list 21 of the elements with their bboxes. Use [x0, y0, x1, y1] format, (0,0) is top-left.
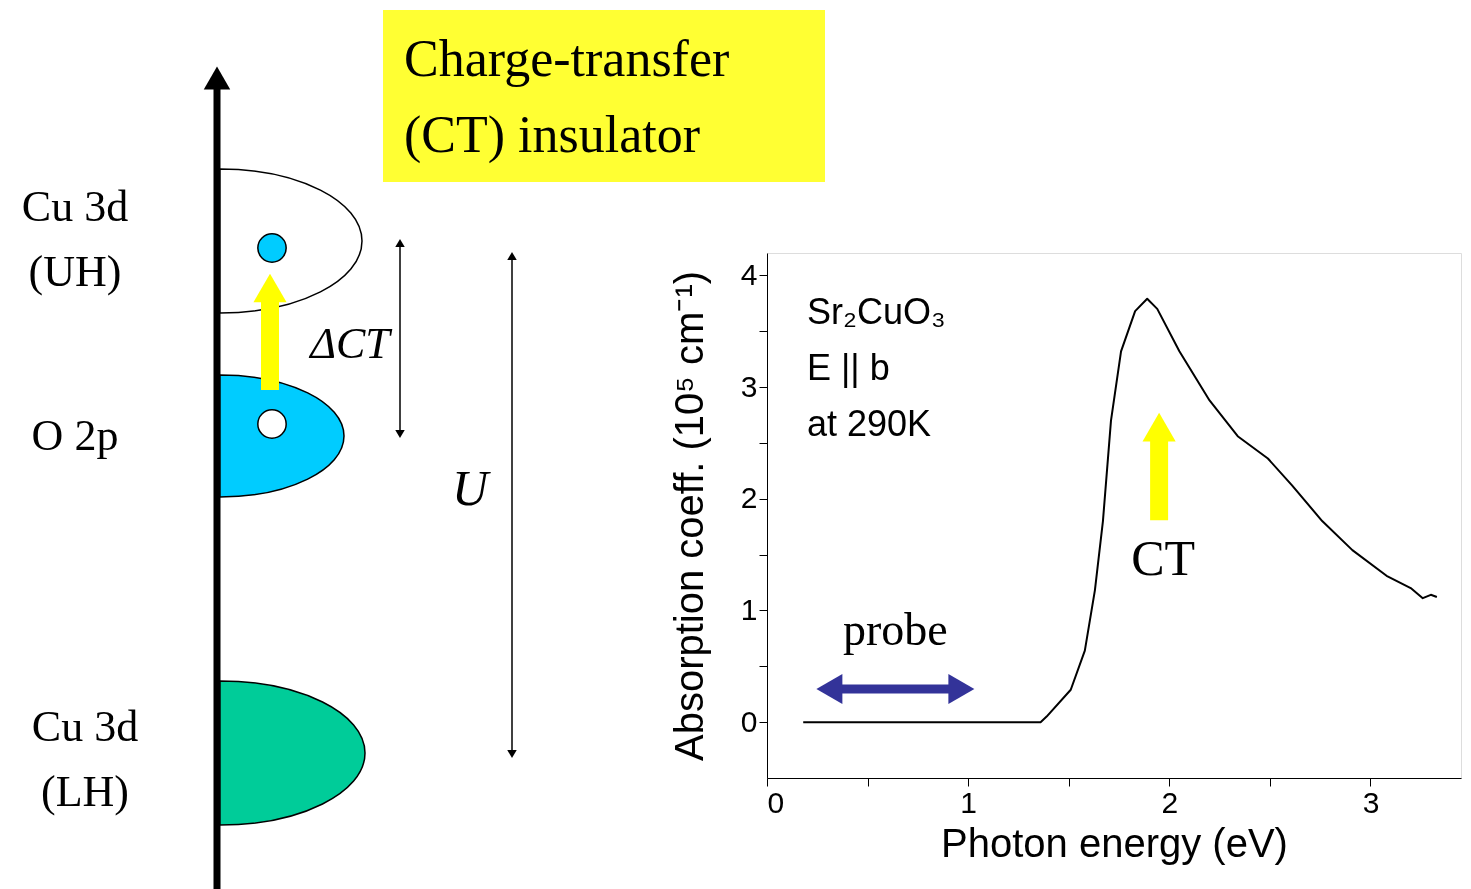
- x-tick-label: 3: [1362, 785, 1380, 819]
- annotation: CT: [1131, 530, 1196, 587]
- x-tick-label: 0: [767, 785, 785, 819]
- text: Cu 3d (LH): [31, 702, 139, 816]
- line-series: [802, 297, 1438, 724]
- x-tick-label: 2: [1161, 785, 1179, 819]
- annotation: Sr₂CuO₃ E || b at 290K: [807, 291, 946, 444]
- text: U: [451, 460, 491, 516]
- text: Cu 3d (UH): [21, 182, 129, 296]
- x-tick-label: 1: [960, 785, 977, 819]
- y-tick-label: 4: [740, 257, 758, 291]
- y-tick-label: 0: [740, 704, 758, 738]
- y-tick-label: 3: [740, 369, 758, 403]
- y-tick-label: 1: [740, 592, 758, 626]
- text: O 2p: [31, 411, 119, 460]
- text: ΔCT: [308, 319, 394, 368]
- y-tick-label: 2: [740, 481, 758, 515]
- y-axis-title: Absorption coeff. (10⁵ cm⁻¹): [666, 270, 711, 762]
- annotation: probe: [843, 604, 948, 655]
- x-axis-title: Photon energy (eV): [941, 820, 1288, 865]
- text: Charge-transfer (CT) insulator: [404, 30, 730, 164]
